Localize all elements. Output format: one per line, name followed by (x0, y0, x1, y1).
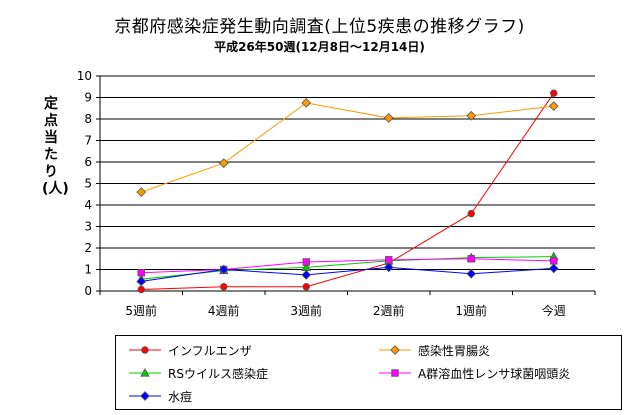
x-tick-label: 3週前 (290, 303, 322, 318)
data-point (137, 269, 145, 277)
data-point (550, 89, 558, 97)
legend-label-rsv: RSウイルス感染症 (168, 366, 268, 381)
x-tick-label: 5週前 (125, 303, 157, 318)
series-4 (136, 262, 559, 287)
series-lines (136, 89, 559, 294)
axes (96, 75, 596, 295)
x-tick-label: 2週前 (373, 303, 405, 318)
data-point (466, 268, 477, 279)
data-point (136, 276, 147, 287)
chart-title: 京都府感染症発生動向調査(上位5疾患の推移グラフ) (114, 17, 525, 37)
data-point (218, 264, 229, 275)
y-tick-label: 1 (84, 263, 92, 277)
x-tick-label: 今週 (542, 303, 566, 318)
data-point (136, 187, 147, 197)
data-point (385, 256, 393, 264)
legend-swatch-gastroenteritis (379, 345, 411, 355)
legend-swatch-rsv (129, 368, 161, 377)
data-point (383, 262, 394, 273)
legend-label-gastroenteritis: 感染性胃腸炎 (418, 343, 491, 358)
y-tick-label: 9 (84, 91, 92, 105)
y-tick-labels: 0 1 2 3 4 5 6 7 8 9 10 (77, 69, 92, 298)
data-point (302, 283, 310, 291)
x-tick-labels: 5週前 4週前 3週前 2週前 1週前 今週 (125, 303, 565, 318)
series-2 (136, 251, 559, 283)
legend-item-strep: A群溶血性レンサ球菌咽頭炎 (378, 364, 570, 382)
y-tick-label: 7 (84, 134, 92, 148)
y-tick-label: 10 (77, 69, 92, 83)
series-line (141, 92, 555, 290)
data-point (466, 110, 477, 121)
legend-item-varicella: 水痘 (128, 387, 192, 405)
legend-swatch-strep (379, 369, 411, 377)
series-line (141, 258, 554, 274)
legend-swatch-varicella (129, 391, 161, 401)
legend-item-influenza: インフルエンザ (128, 341, 252, 359)
legend-label-strep: A群溶血性レンサ球菌咽頭炎 (418, 366, 571, 381)
legend-swatch-marker (141, 346, 149, 354)
series-line (141, 266, 554, 282)
y-tick-label: 2 (84, 241, 92, 255)
legend-swatch-marker (140, 391, 150, 401)
data-point (548, 263, 559, 274)
legend-swatch-marker (391, 369, 399, 377)
legend-swatch-influenza (129, 346, 161, 354)
data-point (302, 258, 310, 266)
legend: インフルエンザ 感染性胃腸炎 RSウイルス感染症 A群溶血性レンサ球菌咽頭炎 水… (115, 335, 622, 410)
series-line (141, 256, 554, 280)
data-point (467, 255, 475, 263)
data-point (220, 283, 228, 291)
legend-item-rsv: RSウイルス感染症 (128, 364, 268, 382)
y-tick-label: 0 (84, 284, 92, 298)
legend-label-varicella: 水痘 (168, 389, 193, 404)
data-point (218, 158, 229, 168)
x-tick-label: 4週前 (208, 303, 240, 318)
series-1 (136, 98, 559, 197)
data-point (383, 113, 394, 123)
legend-label-influenza: インフルエンザ (168, 343, 252, 358)
gridlines (100, 75, 595, 270)
y-tick-label: 6 (84, 155, 92, 169)
series-line (141, 102, 554, 193)
legend-swatch-marker (390, 345, 400, 355)
x-tick-label: 1週前 (455, 303, 487, 318)
data-point (548, 101, 559, 111)
legend-swatch-marker (140, 368, 150, 377)
data-point (467, 209, 475, 218)
data-point (301, 270, 312, 280)
data-point (550, 257, 558, 265)
data-point (137, 285, 145, 294)
y-tick-label: 8 (84, 112, 92, 126)
plot-area: 0 1 2 3 4 5 6 7 8 9 10 5週前 4週前 3週前 2週前 1週前 今週 (77, 69, 596, 318)
y-tick-label: 5 (84, 177, 92, 191)
y-tick-label: 4 (84, 198, 92, 212)
series-0 (137, 89, 558, 294)
chart-subtitle: 平成26年50週(12月8日〜12月14日) (214, 40, 425, 54)
data-point (301, 98, 312, 108)
legend-item-gastroenteritis: 感染性胃腸炎 (378, 341, 490, 359)
y-tick-label: 3 (84, 220, 92, 234)
